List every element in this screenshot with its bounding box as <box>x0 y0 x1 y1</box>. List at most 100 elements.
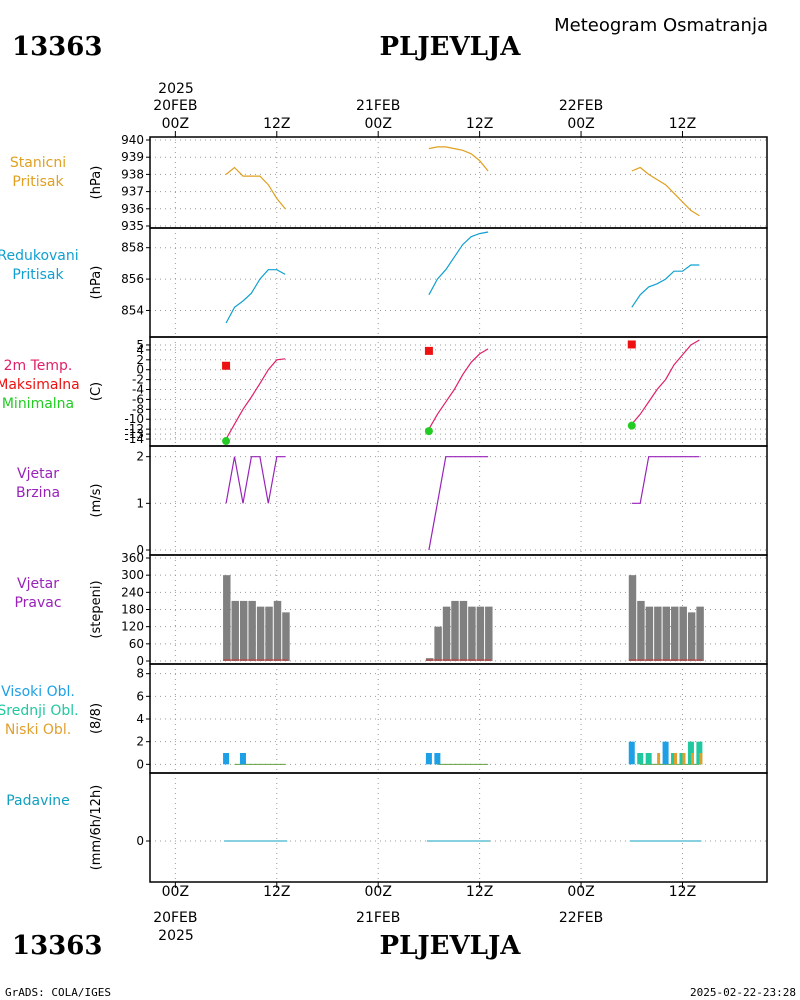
wind-dir-bar <box>459 600 468 661</box>
min-temp-marker <box>222 437 231 446</box>
y-tick-label: 856 <box>121 272 144 286</box>
panel-title-line: Maksimalna <box>0 377 80 393</box>
top-time-axis: 00Z 20FEB 12Z 00Z 21FEB 12Z 00Z 22FEB 12Z <box>153 98 696 132</box>
top-date-label: 22FEB <box>559 98 603 114</box>
y-axis-label: (m/s) <box>89 484 104 518</box>
wind-dir-bar <box>434 626 442 661</box>
min-temp-marker <box>627 421 636 430</box>
panel-frame <box>149 136 768 229</box>
bottom-tick-label: 12Z <box>263 884 290 900</box>
wind-dir-bar <box>468 606 476 661</box>
series-line <box>225 358 286 440</box>
wind-dir-bar <box>265 606 273 661</box>
y-axis-label: (mm/6h/12h) <box>89 785 104 871</box>
panel-frame <box>149 336 768 447</box>
y-tick-label: 360 <box>121 551 144 565</box>
wind-dir-bar <box>662 606 671 661</box>
station-name-top: PLJEVLJA <box>380 32 522 62</box>
wind-dir-bar <box>687 612 696 661</box>
y-tick-label: 939 <box>121 150 144 164</box>
wind-dir-bar <box>273 600 282 661</box>
top-tick-label: 00Z <box>365 116 392 132</box>
top-tick-label: 00Z <box>162 116 189 132</box>
wind-dir-bar <box>485 606 493 661</box>
cloud-bar <box>434 753 441 765</box>
cloud-bar <box>425 753 432 765</box>
y-tick-label: 935 <box>121 219 144 233</box>
y-tick-label: 858 <box>121 241 144 255</box>
y-tick-label: 940 <box>121 133 144 147</box>
wind-dir-bar <box>282 612 290 661</box>
panel-frame <box>149 227 768 338</box>
panel-title-line: Pritisak <box>12 267 64 283</box>
y-tick-label: 938 <box>121 167 144 181</box>
top-tick-label: 12Z <box>466 116 493 132</box>
cloud-bar <box>674 753 678 765</box>
series-line <box>225 166 286 210</box>
y-tick-label: 180 <box>121 603 144 617</box>
series-line <box>428 456 489 551</box>
panel-4: 0 60 120 180 240 300 360 (stepeni) Vjetar Pravac <box>14 551 768 668</box>
bottom-tick-label: 00Z <box>162 884 189 900</box>
cloud-bar <box>239 753 246 765</box>
top-date-label: 20FEB <box>153 98 197 114</box>
y-tick-label: 2 <box>136 735 144 749</box>
panel-6: 0 (mm/6h/12h) Padavine <box>6 772 768 883</box>
panel-title-line: Redukovani <box>0 248 79 264</box>
y-tick-label: 240 <box>121 585 144 599</box>
cloud-bar <box>690 753 694 765</box>
y-tick-label: -8 <box>132 402 144 416</box>
wind-dir-bar <box>256 606 265 661</box>
cloud-bar <box>223 753 230 765</box>
y-tick-label: 8 <box>136 667 144 681</box>
panel-5: 0 2 4 6 8 (8/8) Visoki Obl. Srednji Obl. Niski O… <box>0 663 768 774</box>
bottom-tick-label: 12Z <box>669 884 696 900</box>
panel-title-line: Pravac <box>14 595 61 611</box>
panel-title-line: Vjetar <box>17 466 59 482</box>
product-title: Meteogram Osmatranja <box>554 15 768 36</box>
cloud-bar <box>662 741 669 765</box>
wind-dir-bar <box>451 600 459 661</box>
panel-title-line: Padavine <box>6 793 70 809</box>
wind-dir-bar <box>476 606 485 661</box>
wind-dir-bar <box>239 600 248 661</box>
wind-dir-bar <box>654 606 662 661</box>
wind-dir-bar <box>696 606 704 661</box>
panel-title-line: Visoki Obl. <box>1 684 75 700</box>
wind-dir-bar <box>671 606 679 661</box>
y-tick-label: 4 <box>136 712 144 726</box>
bottom-date-label: 22FEB <box>559 910 603 926</box>
panel-1: 854 856 858 (hPa) Redukovani Pritisak <box>0 227 768 338</box>
wind-dir-bar <box>231 600 239 661</box>
max-temp-marker <box>424 346 433 355</box>
panel-title-line: Stanicni <box>10 155 66 171</box>
cloud-bar <box>682 753 686 765</box>
wind-dir-bar <box>442 606 451 661</box>
bottom-date-label: 20FEB <box>153 910 197 926</box>
station-id-top: 13363 <box>12 32 102 62</box>
max-temp-marker <box>222 361 231 370</box>
y-axis-label: (C) <box>89 382 104 401</box>
series-line <box>631 339 700 425</box>
y-tick-label: -6 <box>132 392 144 406</box>
series-line <box>428 231 489 296</box>
y-tick-label: 854 <box>121 303 144 317</box>
bottom-tick-label: 00Z <box>365 884 392 900</box>
bottom-tick-label: 00Z <box>567 884 594 900</box>
max-temp-marker <box>627 340 636 349</box>
cloud-bar <box>637 753 644 765</box>
y-tick-label: 6 <box>136 689 144 703</box>
panels-group: 935936937938939940(hPa)StanicniPritisak8… <box>0 131 768 888</box>
series-line <box>631 456 700 504</box>
y-axis-label: (stepeni) <box>89 580 104 638</box>
y-tick-label: 1 <box>136 496 144 510</box>
y-tick-label: 5 <box>136 338 144 352</box>
wind-dir-bar <box>637 600 645 661</box>
panel-title-line: Niski Obl. <box>5 722 71 738</box>
bottom-year-label: 2025 <box>158 928 194 944</box>
y-tick-label: 0 <box>136 757 144 771</box>
panel-3: 0 1 2 (m/s) Vjetar Brzina <box>16 445 768 557</box>
y-tick-label: -14 <box>124 432 144 446</box>
station-name-bottom: PLJEVLJA <box>380 931 522 961</box>
panel-title-line: Brzina <box>16 485 60 501</box>
